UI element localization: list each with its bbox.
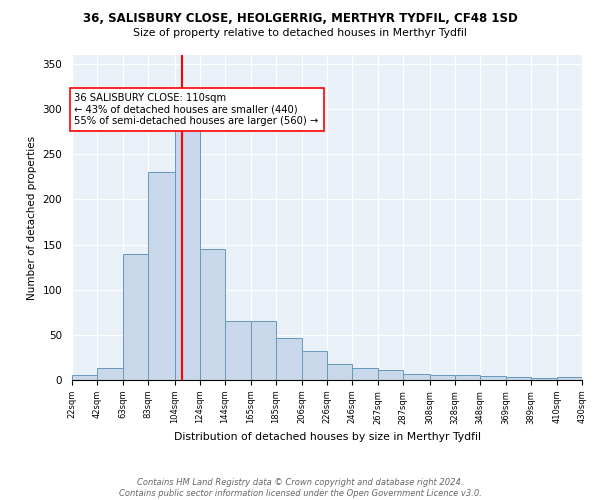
Bar <box>199 249 224 380</box>
Bar <box>251 322 276 380</box>
Bar <box>148 172 175 380</box>
Y-axis label: Number of detached properties: Number of detached properties <box>27 136 37 300</box>
Bar <box>276 338 302 380</box>
Bar <box>72 376 97 380</box>
Bar <box>430 374 455 380</box>
Bar <box>302 351 327 380</box>
Bar <box>455 376 479 380</box>
Bar <box>352 368 378 380</box>
Text: Contains HM Land Registry data © Crown copyright and database right 2024.
Contai: Contains HM Land Registry data © Crown c… <box>119 478 481 498</box>
Bar <box>175 118 199 380</box>
X-axis label: Distribution of detached houses by size in Merthyr Tydfil: Distribution of detached houses by size … <box>173 432 481 442</box>
Bar <box>506 378 531 380</box>
Bar <box>327 364 352 380</box>
Text: 36 SALISBURY CLOSE: 110sqm
← 43% of detached houses are smaller (440)
55% of sem: 36 SALISBURY CLOSE: 110sqm ← 43% of deta… <box>74 93 319 126</box>
Bar <box>123 254 148 380</box>
Bar <box>557 378 582 380</box>
Bar <box>531 378 557 380</box>
Text: 36, SALISBURY CLOSE, HEOLGERRIG, MERTHYR TYDFIL, CF48 1SD: 36, SALISBURY CLOSE, HEOLGERRIG, MERTHYR… <box>83 12 517 26</box>
Bar <box>479 376 506 380</box>
Bar <box>97 368 123 380</box>
Text: Size of property relative to detached houses in Merthyr Tydfil: Size of property relative to detached ho… <box>133 28 467 38</box>
Bar <box>403 374 430 380</box>
Bar <box>224 322 251 380</box>
Bar <box>378 370 403 380</box>
